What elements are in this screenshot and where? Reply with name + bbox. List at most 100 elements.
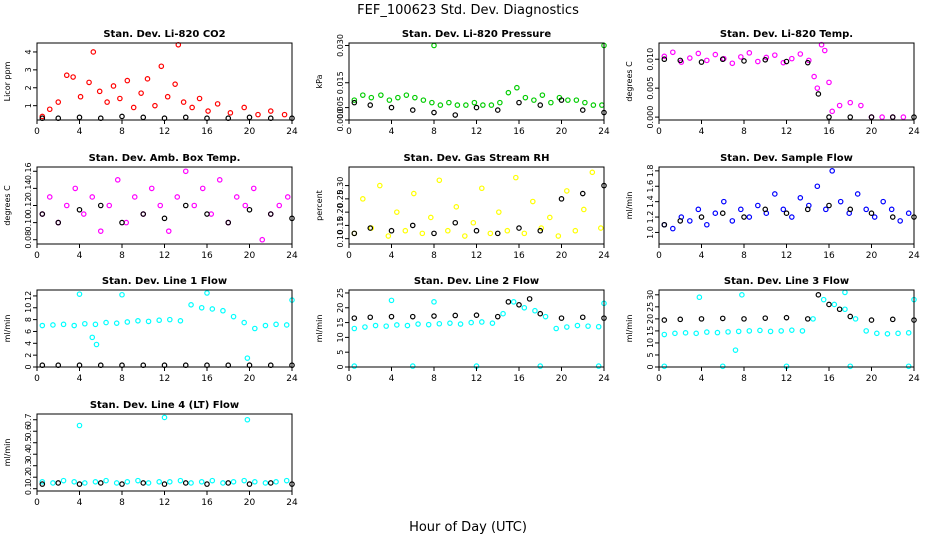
data-point [409, 313, 416, 320]
data-point [164, 93, 171, 100]
data-point [555, 233, 562, 239]
data-point [431, 109, 437, 116]
data-point [403, 92, 410, 98]
data-point [553, 325, 559, 332]
x-tick-label: 20 [556, 374, 568, 384]
data-point [71, 322, 77, 329]
data-point [351, 230, 358, 237]
data-point [783, 58, 790, 65]
data-point [661, 221, 668, 228]
data-point [537, 310, 544, 317]
data-point [479, 185, 485, 192]
x-tick-label: 4 [699, 251, 705, 261]
data-point [719, 210, 726, 217]
data-point [60, 477, 67, 484]
y-tick-label: 0.010 [646, 48, 655, 71]
data-point [445, 227, 451, 234]
data-point [732, 347, 739, 353]
data-point [82, 480, 88, 486]
data-point [140, 211, 147, 217]
data-point [564, 188, 570, 194]
data-point [97, 480, 104, 486]
data-point [471, 99, 478, 106]
data-point [360, 196, 366, 202]
data-point [119, 219, 125, 226]
x-tick-label: 0 [34, 127, 40, 137]
data-point [473, 104, 480, 111]
data-point [714, 329, 721, 336]
data-point [735, 328, 742, 335]
data-point [457, 321, 464, 327]
data-point [874, 330, 880, 337]
data-point [216, 177, 223, 183]
data-point [60, 321, 67, 328]
y-tick-label: 4 [24, 341, 33, 346]
y-axis-label: kPa [315, 74, 324, 88]
data-point [889, 316, 896, 323]
data-point [767, 328, 774, 335]
data-point [63, 202, 70, 209]
chart-panel-4: Stan. Dev. Amb. Box Temp. degrees C 0 4 8 12 1… [3, 153, 298, 261]
data-point [837, 198, 844, 205]
y-tick-label: 0.14 [24, 179, 33, 197]
y-axis-label: degrees C [3, 185, 12, 226]
data-point [479, 319, 485, 325]
x-tick-label: 12 [781, 374, 792, 384]
data-point [241, 477, 247, 484]
data-point [494, 107, 501, 113]
data-point [241, 319, 247, 326]
data-point [124, 479, 131, 485]
data-point [174, 194, 181, 200]
data-point [565, 97, 571, 103]
data-point [55, 480, 62, 486]
data-point [804, 206, 811, 213]
data-point [80, 211, 87, 217]
data-point [452, 219, 459, 226]
data-point [815, 292, 822, 298]
y-tick-label: 15 [336, 317, 345, 327]
data-point [821, 47, 828, 54]
x-tick-label: 20 [244, 374, 256, 384]
data-point [504, 227, 511, 234]
data-point [431, 230, 437, 237]
data-point [148, 185, 155, 192]
data-point [267, 480, 274, 486]
x-tick-label: 12 [159, 498, 170, 508]
figure-xlabel: Hour of Day (UTC) [409, 520, 527, 535]
data-point [39, 479, 46, 485]
figure-title: FEF_100623 Std. Dev. Diagnostics [357, 3, 579, 18]
data-point [826, 301, 832, 308]
y-tick-label: 0 [24, 364, 33, 369]
data-point [362, 324, 368, 330]
data-point [446, 99, 452, 106]
data-point [814, 85, 821, 91]
data-point [778, 328, 784, 334]
data-point [468, 319, 474, 326]
data-point [695, 206, 702, 213]
data-point [719, 363, 726, 370]
x-tick-label: 16 [513, 127, 525, 137]
data-point [227, 110, 234, 116]
data-point [888, 206, 895, 213]
data-point [579, 314, 586, 321]
data-point [252, 479, 258, 485]
data-point [516, 99, 522, 106]
y-tick-label: 0.3 [24, 459, 33, 472]
data-point [63, 72, 70, 79]
data-point [205, 108, 211, 114]
data-point [140, 480, 147, 486]
data-point [542, 313, 549, 320]
data-point [351, 325, 358, 332]
data-point [119, 113, 125, 120]
data-point [698, 316, 705, 322]
data-point [573, 97, 580, 103]
data-point [452, 312, 459, 319]
x-tick-label: 8 [431, 251, 437, 261]
x-tick-label: 12 [159, 374, 170, 384]
y-tick-label: 6 [24, 329, 33, 334]
data-point [538, 225, 545, 231]
data-point [158, 63, 165, 70]
data-point [161, 481, 168, 487]
data-point [267, 108, 274, 114]
